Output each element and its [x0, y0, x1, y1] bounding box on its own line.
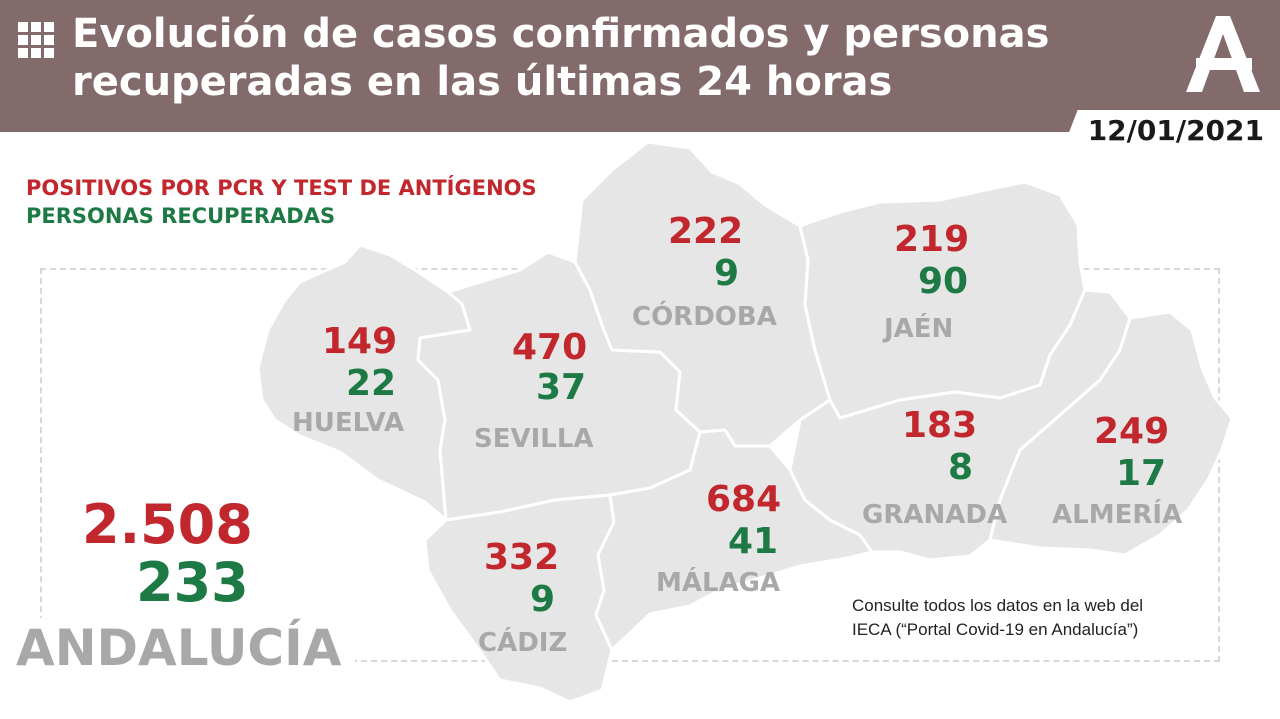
- title-line-2: recuperadas en las últimas 24 horas: [72, 59, 893, 105]
- province-shape-cadiz: [423, 493, 616, 704]
- malaga-recovered: 41: [728, 521, 779, 562]
- source-note-line-2: IECA (“Portal Covid-19 en Andalucía”): [852, 620, 1139, 639]
- almeria-positives: 249: [1094, 411, 1170, 452]
- page-title: Evolución de casos confirmados y persona…: [72, 10, 1152, 106]
- source-note-line-1: Consulte todos los datos en la web del: [852, 596, 1144, 615]
- date-tab: [1060, 110, 1280, 156]
- grid-icon: [18, 22, 54, 58]
- cadiz-recovered: 9: [530, 579, 556, 620]
- province-label-cadiz: CÁDIZ: [478, 628, 568, 658]
- granada-recovered: 8: [948, 447, 974, 488]
- legend-positives: POSITIVOS POR PCR Y TEST DE ANTÍGENOS: [26, 176, 537, 200]
- huelva-positives: 149: [322, 321, 398, 362]
- header-banner: Evolución de casos confirmados y persona…: [0, 0, 1280, 132]
- granada-positives: 183: [902, 405, 978, 446]
- region-label: ANDALUCÍA: [16, 618, 356, 678]
- almeria-recovered: 17: [1116, 453, 1167, 494]
- malaga-positives: 684: [706, 479, 782, 520]
- sevilla-recovered: 37: [536, 367, 587, 408]
- cordoba-recovered: 9: [714, 253, 740, 294]
- total-recovered: 233: [136, 551, 249, 614]
- source-note: Consulte todos los datos en la web del I…: [852, 594, 1143, 642]
- province-label-cordoba: CÓRDOBA: [632, 302, 777, 332]
- jaen-recovered: 90: [918, 261, 969, 302]
- legend-recovered: PERSONAS RECUPERADAS: [26, 204, 336, 228]
- province-label-jaen: JAÉN: [884, 314, 954, 344]
- junta-de-andalucia-logo-icon: [1186, 16, 1260, 92]
- legend: POSITIVOS POR PCR Y TEST DE ANTÍGENOS PE…: [26, 174, 537, 230]
- province-label-malaga: MÁLAGA: [656, 568, 781, 598]
- province-label-sevilla: SEVILLA: [474, 424, 594, 454]
- jaen-positives: 219: [894, 219, 970, 260]
- province-label-granada: GRANADA: [862, 500, 1008, 530]
- total-positives: 2.508: [82, 493, 253, 556]
- province-shape-malaga: [594, 428, 874, 652]
- province-label-almeria: ALMERÍA: [1052, 500, 1183, 530]
- province-label-huelva: HUELVA: [292, 408, 405, 438]
- sevilla-positives: 470: [512, 327, 588, 368]
- huelva-recovered: 22: [346, 363, 397, 404]
- title-line-1: Evolución de casos confirmados y persona…: [72, 11, 1050, 57]
- province-shape-almeria: [988, 310, 1234, 557]
- report-date: 12/01/2021: [1087, 114, 1264, 147]
- cordoba-positives: 222: [668, 211, 744, 252]
- cadiz-positives: 332: [484, 537, 560, 578]
